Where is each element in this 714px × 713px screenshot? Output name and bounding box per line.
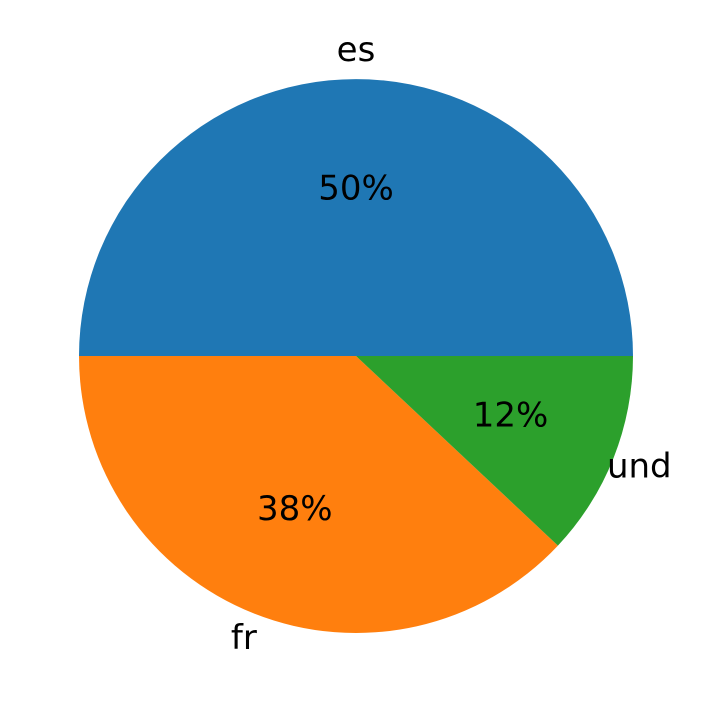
- pie-slice: [356, 356, 633, 546]
- pct-label: 38%: [257, 489, 333, 529]
- pie-slice: [79, 79, 633, 356]
- slice-label: es: [337, 30, 376, 70]
- pct-label: 50%: [318, 168, 394, 208]
- slice-label: fr: [231, 618, 257, 658]
- pie-slice: [79, 356, 558, 633]
- slice-label: und: [607, 447, 672, 487]
- pct-label: 12%: [473, 396, 549, 436]
